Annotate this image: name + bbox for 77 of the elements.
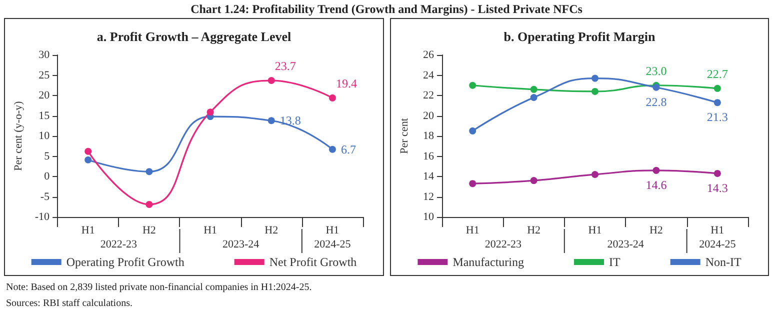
y-tick-label: 18 [423,130,434,142]
y-tick-label: 24 [423,69,434,82]
y-tick-label: 25 [38,69,50,82]
point [84,156,92,164]
data-label: 23.7 [274,59,296,74]
x-tick-label: H2 [527,224,541,236]
point [268,117,275,124]
y-tick-label: -10 [34,211,50,223]
chart-title: b. Operating Profit Margin [504,29,656,44]
text: 2024-25 [314,238,352,250]
y-tick-label: 30 [38,49,50,61]
point [146,200,153,208]
point [469,180,476,188]
text: 2022-23 [100,238,138,250]
y-tick-label: 20 [423,110,434,122]
y-axis-title: Per cent (y-o-y) [12,100,24,171]
point [592,170,598,178]
text: 2022-23 [484,238,522,250]
data-label: 14.6 [646,178,667,192]
x-tick-label: H1 [466,224,480,236]
legend-label: Operating Profit Growth [66,255,184,269]
x-tick-label: H2 [264,224,278,236]
point [268,77,275,84]
data-label: 22.8 [646,94,667,109]
point [592,88,598,95]
data-label: 19.4 [336,76,357,90]
legend-label: Non-IT [705,255,742,269]
point [146,168,153,176]
point [714,99,721,106]
y-tick-label: 20 [38,90,50,102]
point [84,148,92,155]
point [530,94,538,102]
y-axis-title: Per cent [398,118,410,154]
point [592,74,598,82]
legend-label: Manufacturing [452,255,524,269]
y-tick-label: 22 [423,90,434,102]
text: Note: Based on 2,839 listed private non-financial companies in H1:2024-25. [6,281,313,295]
x-tick-label: H1 [204,224,218,236]
y-tick-label: 14 [423,170,434,182]
data-label: 23.0 [646,64,667,78]
x-tick-label: H1 [81,224,95,236]
y-tick-label: 10 [423,211,434,223]
y-tick-label: 16 [423,150,434,162]
point [530,177,538,184]
y-tick-label: 0 [44,170,50,182]
x-tick-label: H1 [710,224,724,236]
text: 2024-25 [699,238,736,250]
y-tick-label: -5 [40,190,50,203]
data-label: 6.7 [340,142,356,156]
y-tick-label: 10 [38,130,50,142]
legend-label: IT [608,255,621,269]
y-tick-label: 12 [423,190,434,203]
text: 2023-24 [607,238,644,250]
point [328,94,336,102]
x-tick-label: H1 [326,224,340,236]
point [328,146,336,153]
point [206,108,214,116]
y-tick-label: 26 [423,49,434,61]
y-tick-label: 15 [38,110,50,122]
data-label: 21.3 [706,110,728,124]
x-tick-label: H1 [588,224,602,236]
y-tick-label: 5 [44,150,50,162]
source-note: Sources: RBI staff calculations. [6,297,134,311]
caption: Chart 1.24: Profitability Trend (Growth and Margins) - Listed Private NFCs [190,1,584,18]
point [652,166,660,174]
point [714,84,721,92]
chart-title: a. Profit Growth – Aggregate Level [96,29,292,44]
point [469,82,476,89]
data-label: 22.7 [706,66,728,81]
text: 2023-24 [222,238,260,250]
legend-label: Net Profit Growth [269,255,357,269]
x-tick-label: H2 [142,224,156,236]
data-label: 14.3 [706,180,728,195]
point [530,86,538,93]
x-tick-label: H2 [649,224,663,236]
point [714,170,721,177]
point [469,127,476,134]
